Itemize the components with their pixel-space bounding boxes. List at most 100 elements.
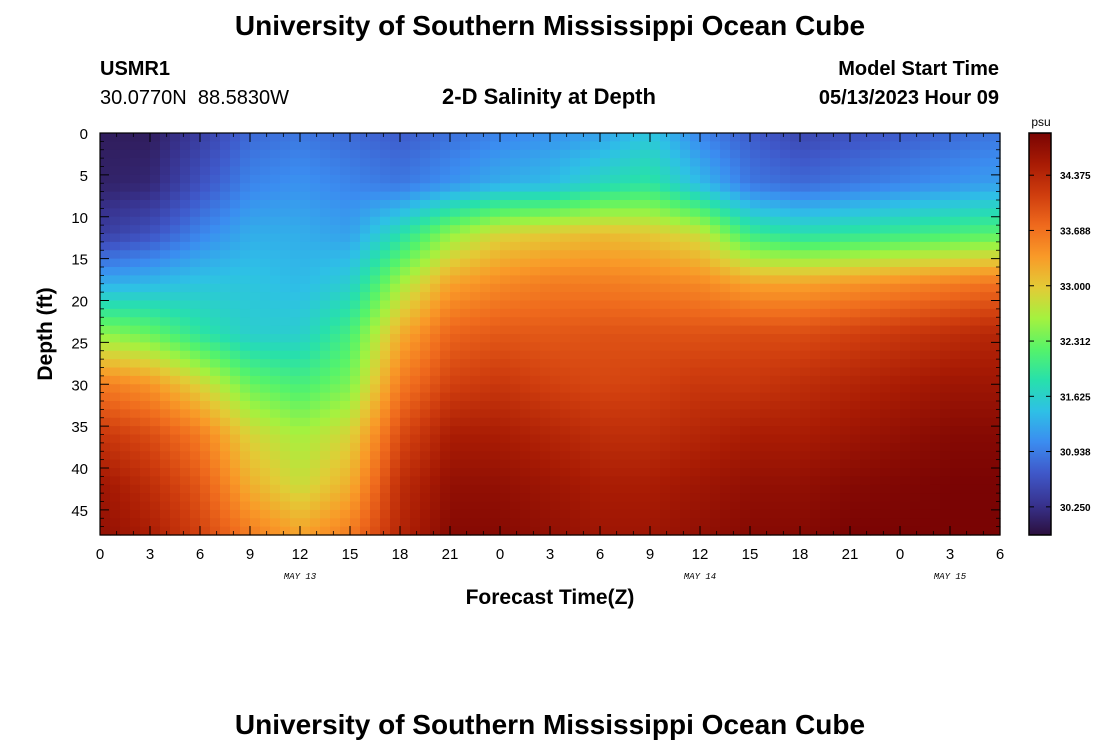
heatmap-cell	[360, 526, 371, 536]
heatmap-cell	[450, 484, 461, 494]
heatmap-cell	[240, 401, 251, 410]
heatmap-cell	[920, 208, 931, 218]
heatmap-cell	[960, 392, 971, 402]
heatmap-cell	[720, 375, 731, 385]
heatmap-cell	[930, 158, 941, 168]
heatmap-cell	[190, 208, 201, 218]
heatmap-cell	[140, 300, 151, 310]
heatmap-cell	[920, 509, 931, 519]
heatmap-cell	[390, 518, 401, 528]
heatmap-cell	[370, 484, 381, 494]
heatmap-cell	[440, 275, 451, 285]
heatmap-cell	[370, 501, 381, 511]
heatmap-cell	[600, 158, 611, 168]
heatmap-cell	[370, 426, 381, 436]
heatmap-cell	[680, 149, 691, 159]
heatmap-cell	[140, 216, 151, 226]
heatmap-cell	[940, 392, 951, 402]
heatmap-cell	[410, 367, 421, 377]
heatmap-cell	[310, 334, 321, 343]
heatmap-cell	[320, 233, 331, 243]
heatmap-cell	[630, 292, 641, 302]
heatmap-cell	[430, 350, 441, 360]
heatmap-cell	[280, 308, 291, 318]
heatmap-cell	[350, 216, 361, 226]
heatmap-cell	[910, 275, 921, 285]
heatmap-cell	[210, 484, 221, 494]
heatmap-cell	[970, 426, 981, 436]
heatmap-cell	[200, 484, 211, 494]
heatmap-cell	[160, 426, 171, 436]
heatmap-cell	[110, 484, 121, 494]
heatmap-cell	[970, 158, 981, 168]
heatmap-cell	[980, 501, 991, 511]
heatmap-cell	[350, 509, 361, 519]
heatmap-cell	[740, 426, 751, 436]
heatmap-cell	[620, 292, 631, 302]
heatmap-cell	[320, 208, 331, 218]
heatmap-cell	[350, 493, 361, 503]
heatmap-cell	[400, 409, 411, 419]
heatmap-cell	[340, 384, 351, 394]
heatmap-cell	[930, 484, 941, 494]
heatmap-cell	[780, 158, 791, 168]
heatmap-cell	[640, 392, 651, 402]
heatmap-cell	[120, 518, 131, 528]
heatmap-cell	[750, 509, 761, 519]
heatmap-cell	[830, 267, 841, 276]
heatmap-cell	[460, 501, 471, 511]
heatmap-cell	[160, 342, 171, 352]
heatmap-cell	[280, 250, 291, 260]
heatmap-cell	[710, 267, 721, 276]
heatmap-cell	[290, 334, 301, 343]
heatmap-cell	[710, 375, 721, 385]
heatmap-cell	[710, 225, 721, 235]
heatmap-cell	[770, 442, 781, 452]
heatmap-cell	[750, 191, 761, 201]
heatmap-cell	[650, 317, 661, 327]
heatmap-cell	[900, 342, 911, 352]
heatmap-cell	[270, 384, 281, 394]
heatmap-cell	[570, 459, 581, 469]
heatmap-cell	[700, 241, 711, 251]
heatmap-cell	[430, 384, 441, 394]
heatmap-cell	[630, 300, 641, 310]
heatmap-cell	[310, 250, 321, 260]
heatmap-cell	[620, 191, 631, 201]
heatmap-cell	[930, 300, 941, 310]
heatmap-cell	[420, 493, 431, 503]
heatmap-cell	[610, 191, 621, 201]
heatmap-cell	[710, 241, 721, 251]
heatmap-cell	[930, 501, 941, 511]
heatmap-cell	[870, 350, 881, 360]
heatmap-cell	[860, 158, 871, 168]
heatmap-cell	[770, 233, 781, 243]
heatmap-cell	[460, 158, 471, 168]
heatmap-cell	[900, 267, 911, 276]
heatmap-cell	[770, 141, 781, 151]
heatmap-cell	[120, 451, 131, 461]
heatmap-cell	[960, 518, 971, 528]
heatmap-cell	[290, 434, 301, 444]
heatmap-cell	[960, 375, 971, 385]
heatmap-cell	[410, 300, 421, 310]
heatmap-cell	[460, 342, 471, 352]
heatmap-cell	[230, 501, 241, 511]
heatmap-cell	[390, 317, 401, 327]
heatmap-cell	[580, 200, 591, 209]
heatmap-cell	[610, 409, 621, 419]
heatmap-cell	[570, 518, 581, 528]
heatmap-cell	[630, 468, 641, 477]
heatmap-cell	[480, 409, 491, 419]
heatmap-cell	[100, 174, 111, 184]
heatmap-cell	[370, 183, 381, 193]
heatmap-cell	[850, 283, 861, 293]
heatmap-cell	[480, 233, 491, 243]
heatmap-cell	[660, 250, 671, 260]
heatmap-cell	[640, 375, 651, 385]
heatmap-cell	[120, 233, 131, 243]
heatmap-cell	[250, 442, 261, 452]
heatmap-cell	[200, 250, 211, 260]
heatmap-cell	[480, 325, 491, 335]
heatmap-cell	[200, 225, 211, 235]
